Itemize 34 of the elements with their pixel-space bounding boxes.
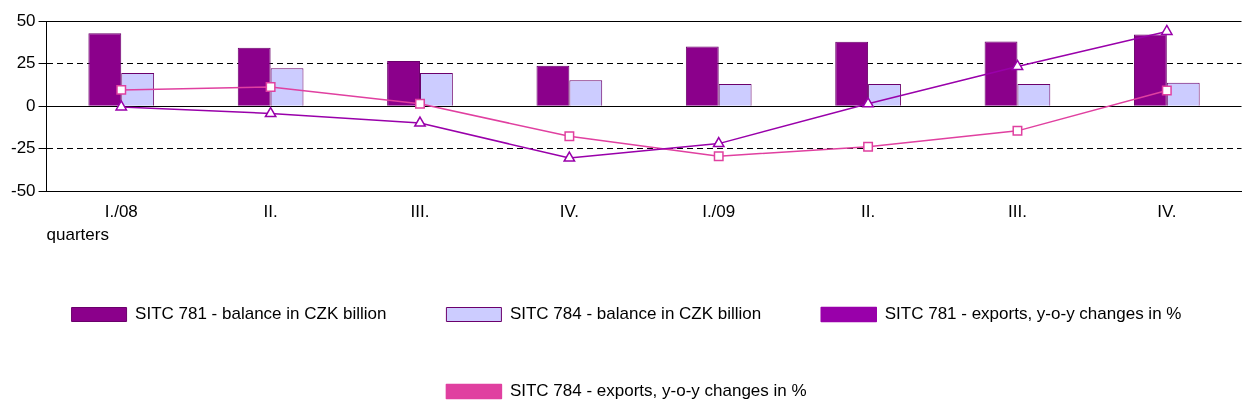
point bbox=[1012, 125, 1023, 136]
x-tick-label: III. bbox=[1008, 202, 1027, 222]
x-tick-label: IV. bbox=[559, 202, 579, 222]
legend-label: SITC 781 - balance in CZK billion bbox=[135, 304, 387, 324]
x-tick-label: III. bbox=[410, 202, 430, 222]
point bbox=[1161, 85, 1172, 96]
y-tick-label: 0 bbox=[26, 95, 36, 115]
point bbox=[713, 151, 724, 162]
point bbox=[1160, 24, 1173, 36]
point bbox=[265, 82, 276, 92]
x-tick-label: II. bbox=[861, 202, 876, 222]
point bbox=[863, 141, 874, 152]
point bbox=[115, 100, 128, 111]
point bbox=[862, 97, 875, 108]
x-tick-label: I./08 bbox=[104, 202, 138, 222]
point bbox=[264, 106, 277, 118]
x-tick-label: II. bbox=[263, 202, 278, 222]
point bbox=[564, 131, 575, 142]
point bbox=[116, 84, 127, 95]
point bbox=[414, 98, 425, 109]
x-tick-label: I./09 bbox=[702, 202, 736, 222]
y-tick-label: 50 bbox=[16, 10, 36, 30]
point bbox=[712, 136, 725, 148]
legend-label: SITC 781 - exports, y-o-y changes in % bbox=[884, 304, 1182, 324]
legend-label: SITC 784 - balance in CZK billion bbox=[509, 304, 762, 324]
point bbox=[563, 151, 576, 162]
x-tick-label: IV. bbox=[1157, 202, 1177, 222]
legend-label: SITC 784 - exports, y-o-y changes in % bbox=[509, 381, 807, 401]
point bbox=[1011, 59, 1024, 71]
y-tick-label: -25 bbox=[10, 138, 36, 158]
x-axis-title: quarters bbox=[46, 225, 109, 245]
y-tick-label: -50 bbox=[10, 180, 36, 200]
point bbox=[414, 116, 426, 127]
y-tick-label: 25 bbox=[16, 53, 36, 73]
